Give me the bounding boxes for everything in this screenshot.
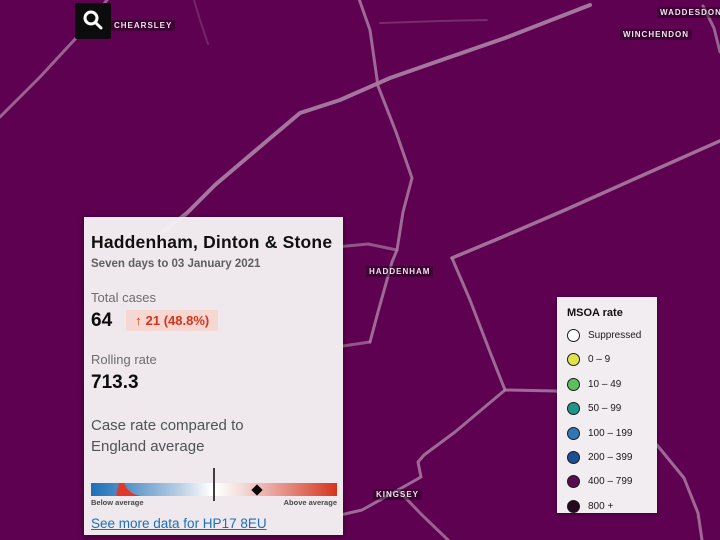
rate-0-9-swatch bbox=[567, 353, 580, 367]
rate-100-199-swatch bbox=[567, 426, 580, 440]
legend-item-200-399: 200 – 399 bbox=[567, 450, 649, 464]
legend-item-label: 800 + bbox=[588, 500, 614, 512]
england-average-marker bbox=[213, 467, 215, 501]
legend-item-label: 0 – 9 bbox=[588, 354, 611, 366]
change-badge-text: 21 (48.8%) bbox=[145, 313, 210, 328]
legend-item-suppressed: Suppressed bbox=[567, 329, 649, 342]
change-badge: ↑ 21 (48.8%) bbox=[126, 310, 219, 331]
legend-title: MSOA rate bbox=[567, 307, 623, 319]
suppressed-swatch bbox=[567, 329, 580, 342]
legend-item-label: 100 – 199 bbox=[588, 427, 633, 439]
legend-item-label: 200 – 399 bbox=[588, 451, 633, 463]
map-label-chearsley: CHEARSLEY bbox=[111, 20, 176, 31]
search-icon bbox=[80, 8, 106, 34]
map-label-winchendon: WINCHENDON bbox=[620, 29, 692, 40]
legend: MSOA rate Suppressed 0 – 9 10 – 49 50 – … bbox=[557, 297, 657, 513]
map-label-kingsey: KINGSEY bbox=[373, 489, 423, 500]
legend-item-10-49: 10 – 49 bbox=[567, 377, 649, 391]
legend-item-label: 50 – 99 bbox=[588, 403, 622, 415]
above-average-label: Above average bbox=[283, 497, 337, 507]
map-label-haddenham: HADDENHAM bbox=[366, 266, 434, 277]
info-card: Haddenham, Dinton & Stone Seven days to … bbox=[84, 217, 343, 535]
rate-10-49-swatch bbox=[567, 377, 580, 391]
legend-item-100-199: 100 – 199 bbox=[567, 426, 649, 440]
up-arrow-icon: ↑ bbox=[135, 313, 142, 328]
search-button[interactable] bbox=[75, 3, 111, 39]
legend-item-label: Suppressed bbox=[588, 330, 642, 341]
below-average-label: Below average bbox=[91, 497, 144, 507]
rate-400-799-swatch bbox=[567, 475, 580, 489]
legend-item-800-plus: 800 + bbox=[567, 499, 649, 513]
map-label-waddesdon: WADDESDON bbox=[657, 7, 720, 18]
legend-item-400-799: 400 – 799 bbox=[567, 475, 649, 489]
postcode-link[interactable]: See more data for HP17 8EU bbox=[91, 515, 267, 531]
comparison-label: Case rate compared to England average bbox=[91, 416, 244, 455]
rate-50-99-swatch bbox=[567, 402, 580, 416]
legend-item-0-9: 0 – 9 bbox=[567, 353, 649, 367]
legend-item-label: 10 – 49 bbox=[588, 378, 622, 390]
rate-200-399-swatch bbox=[567, 450, 580, 464]
legend-item-label: 400 – 799 bbox=[588, 476, 633, 488]
total-cases-value: 64 bbox=[91, 309, 113, 331]
distribution-spike bbox=[114, 482, 142, 496]
rolling-rate-value: 713.3 bbox=[91, 371, 139, 393]
average-scale: Below average Above average bbox=[91, 467, 337, 507]
total-cases-label: Total cases bbox=[91, 289, 157, 305]
legend-item-50-99: 50 – 99 bbox=[567, 402, 649, 416]
rolling-rate-label: Rolling rate bbox=[91, 351, 157, 367]
card-title: Haddenham, Dinton & Stone bbox=[91, 232, 333, 252]
rate-800-plus-swatch bbox=[567, 499, 580, 513]
card-subtitle: Seven days to 03 January 2021 bbox=[91, 257, 261, 270]
